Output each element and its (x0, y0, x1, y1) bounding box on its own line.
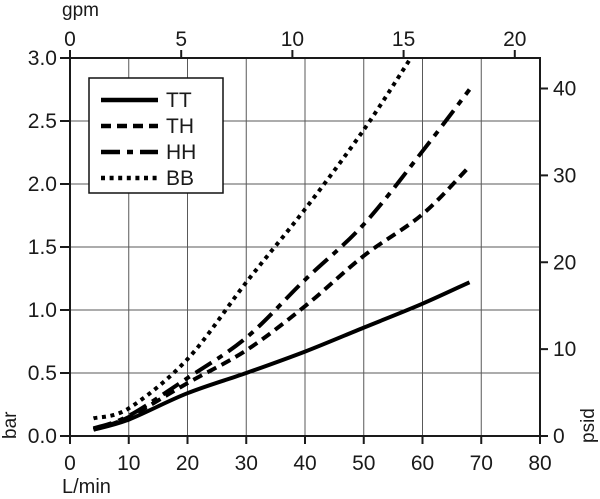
x-axis-bottom-tick-label: 80 (528, 452, 551, 475)
series-TT-curve (92, 280, 471, 432)
y-axis-left-tick-label: 1.0 (28, 299, 57, 322)
y-axis-right: 0 10 20 30 40 psid (540, 78, 599, 448)
legend-item: BB (101, 167, 194, 190)
legend-item: TH (101, 115, 194, 138)
y-axis-left-tick-label: 1.5 (28, 236, 57, 259)
legend-label: BB (166, 167, 194, 190)
legend-box (88, 77, 224, 194)
x-axis-bottom-tick-label: 50 (352, 452, 375, 475)
y-axis-right-tick-label: 10 (553, 338, 576, 361)
x-axis-bottom-tick-label: 30 (235, 452, 258, 475)
legend-label: TH (166, 115, 194, 138)
legend-item: HH (101, 141, 196, 164)
x-axis-bottom-title: L/min (62, 476, 111, 498)
legend: TT TH HH BB (88, 77, 224, 194)
y-axis-right-tick-label: 40 (553, 78, 576, 101)
y-axis-right-title: psid (578, 408, 599, 443)
series-HH-curve (92, 88, 472, 431)
x-axis-top-title: gpm (62, 0, 99, 21)
y-axis-right-tick-label: 20 (553, 251, 576, 274)
x-axis-top-tick-label: 10 (281, 28, 304, 51)
x-axis-top-tick-label: 5 (175, 28, 187, 51)
series-BB-curve (92, 56, 413, 421)
series-TH-curve (92, 164, 471, 432)
x-axis-top-tick-label: 20 (503, 28, 526, 51)
y-axis-right-tick-label: 30 (553, 164, 576, 187)
y-axis-right-tick-label: 0 (553, 425, 565, 448)
y-axis-left-tick-label: 0.5 (28, 362, 57, 385)
legend-label: TT (166, 89, 192, 112)
x-axis-bottom-tick-label: 60 (411, 452, 434, 475)
y-axis-left-tick-label: 0.0 (28, 425, 57, 448)
legend-item: TT (101, 89, 192, 112)
legend-label: HH (166, 141, 196, 164)
y-axis-left-tick-label: 2.0 (28, 173, 57, 196)
y-axis-left-tick-label: 3.0 (28, 47, 57, 70)
x-axis-bottom-tick-label: 70 (470, 452, 493, 475)
curves (92, 56, 472, 432)
x-axis-bottom-tick-label: 20 (176, 452, 199, 475)
x-axis-bottom-tick-label: 10 (117, 452, 140, 475)
y-axis-left-title: bar (0, 411, 21, 439)
y-axis-left-tick-label: 2.5 (28, 110, 57, 133)
x-axis-top-tick-label: 15 (392, 28, 415, 51)
x-axis-bottom-tick-label: 0 (64, 452, 76, 475)
x-axis-bottom: 0 10 20 30 40 50 60 70 80 L/min (62, 436, 552, 498)
y-axis-left: 0.0 0.5 1.0 1.5 2.0 2.5 3.0 bar (0, 47, 70, 448)
x-axis-bottom-tick-label: 40 (293, 452, 316, 475)
x-axis-top: 0 5 10 15 20 gpm (62, 0, 526, 58)
x-axis-top-tick-label: 0 (64, 28, 76, 51)
